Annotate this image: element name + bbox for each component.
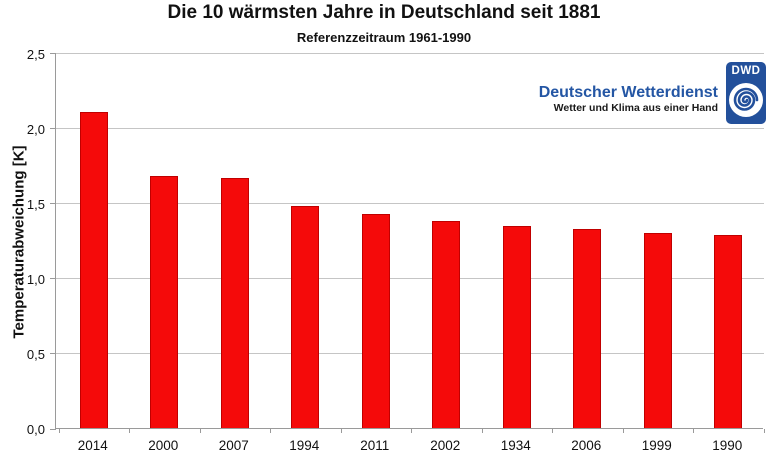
y-tick-label-2,5: 2,5 (26, 47, 45, 62)
x-tick-label-1994: 1994 (289, 438, 320, 453)
x-tick-mark (622, 429, 624, 433)
bar-1934 (502, 225, 531, 428)
y-tick-mark (50, 353, 56, 354)
bar-2006 (573, 228, 602, 428)
x-tick-mark (481, 429, 483, 433)
x-tick-label-2011: 2011 (360, 438, 390, 453)
x-tick-label-2002: 2002 (430, 438, 461, 453)
y-tick-label-0,5: 0,5 (26, 347, 45, 362)
x-tick-label-1934: 1934 (500, 438, 531, 453)
y-tick-mark (50, 53, 56, 54)
x-tick-mark (270, 429, 271, 433)
plot-area (50, 53, 765, 433)
x-tick-label-2000: 2000 (148, 438, 179, 453)
x-tick-mark (552, 429, 553, 433)
x-tick-label-1999: 1999 (641, 438, 672, 453)
x-tick-mark (58, 429, 60, 433)
y-tick-label-1,0: 1,0 (26, 272, 45, 287)
bar-1999 (643, 233, 672, 428)
dwd-logo-acronym-label: DWD (731, 65, 761, 77)
x-tick-mark (199, 429, 201, 433)
x-tick-mark (340, 429, 342, 433)
y-tick-label-0,0: 0,0 (26, 422, 45, 437)
x-tick-label-1990: 1990 (712, 438, 743, 453)
gridline-y-2,0 (56, 128, 764, 129)
dwd-spiral-icon (729, 83, 763, 117)
gridline-y-0,5 (56, 353, 764, 354)
y-tick-label-2,0: 2,0 (26, 122, 45, 137)
dwd-logo: DWD (726, 62, 766, 124)
y-tick-mark (50, 278, 56, 279)
y-tick-mark (50, 128, 56, 129)
bar-2014 (79, 111, 108, 428)
dwd-brand-block: Deutscher Wetterdienst Wetter und Klima … (539, 84, 718, 115)
gridline-y-2,5 (56, 53, 764, 54)
bar-2007 (220, 177, 249, 428)
gridline-y-1,0 (56, 278, 764, 279)
bar-2002 (432, 221, 461, 428)
gridline-y-1,5 (56, 203, 764, 204)
dwd-brand-name: Deutscher Wetterdienst (538, 84, 718, 101)
y-tick-mark (50, 429, 56, 430)
chart-subtitle: Referenzzeitraum 1961-1990 (296, 30, 472, 45)
bar-1990 (714, 234, 743, 428)
x-tick-mark (411, 429, 412, 433)
bar-1994 (291, 206, 320, 428)
y-tick-label-1,5: 1,5 (26, 197, 45, 212)
x-tick-label-2006: 2006 (571, 438, 602, 453)
dwd-brand-tagline: Wetter und Klima aus einer Hand (553, 102, 718, 114)
bar-2011 (361, 213, 390, 428)
y-axis-title: Temperaturabweichung [K] (10, 145, 28, 339)
x-tick-mark (763, 429, 765, 433)
bar-2000 (150, 176, 179, 428)
chart-title: Die 10 wärmsten Jahre in Deutschland sei… (167, 2, 601, 23)
x-tick-mark (129, 429, 130, 433)
x-tick-label-2014: 2014 (77, 438, 108, 453)
x-tick-label-2007: 2007 (218, 438, 249, 453)
x-tick-mark (693, 429, 694, 433)
y-tick-mark (50, 203, 56, 204)
